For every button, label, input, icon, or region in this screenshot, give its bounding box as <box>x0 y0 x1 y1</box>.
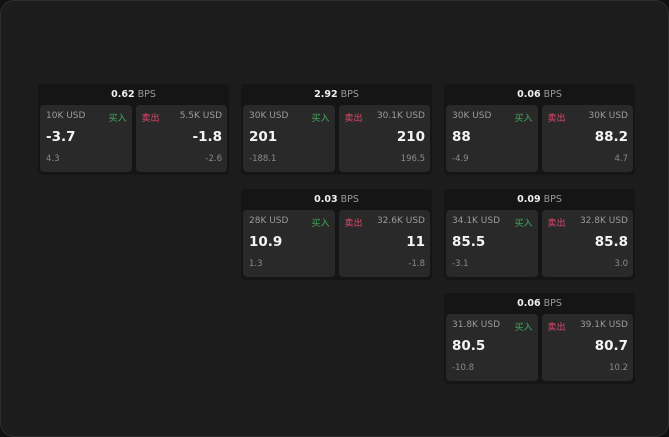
quote-card: 0.06 BPS 31.8K USD 买入 80.5 -10.8 卖出 39.1K … <box>444 293 635 384</box>
spread-header: 0.03 BPS <box>241 189 432 210</box>
buy-change: -188.1 <box>249 154 277 164</box>
buy-change: -10.8 <box>452 363 474 373</box>
buy-size: 28K USD <box>249 216 289 226</box>
sell-price: 11 <box>406 234 425 250</box>
buy-change: -3.1 <box>452 259 469 269</box>
buy-size: 10K USD <box>46 111 86 121</box>
buy-size: 30K USD <box>452 111 492 121</box>
sell-label: 卖出 <box>547 114 566 124</box>
quote-card: 0.62 BPS 10K USD 买入 -3.7 4.3 卖出 5.5K USD -… <box>38 84 229 175</box>
buy-price: 201 <box>249 129 278 145</box>
quote-card: 0.09 BPS 34.1K USD 买入 85.5 -3.1 卖出 32.8K U… <box>444 189 635 280</box>
sell-size: 30K USD <box>588 111 628 121</box>
spread-header: 0.06 BPS <box>444 84 635 105</box>
spread-value: 2.92 <box>314 89 338 100</box>
buy-price: 88 <box>452 129 471 145</box>
buy-label: 买入 <box>514 323 533 333</box>
spread-unit: BPS <box>137 89 156 100</box>
quote-card: 2.92 BPS 30K USD 买入 201 -188.1 卖出 30.1K US… <box>241 84 432 175</box>
sell-price: 85.8 <box>594 234 628 250</box>
sell-side[interactable]: 卖出 39.1K USD 80.7 10.2 <box>541 314 633 381</box>
sell-price: 80.7 <box>594 338 628 354</box>
sell-price: 88.2 <box>594 129 628 145</box>
buy-label: 买入 <box>311 219 330 229</box>
spread-header: 0.62 BPS <box>38 84 229 105</box>
spread-value: 0.09 <box>517 194 541 205</box>
spread-value: 0.62 <box>111 89 135 100</box>
sell-label: 卖出 <box>141 114 160 124</box>
buy-change: -4.9 <box>452 154 469 164</box>
sell-side[interactable]: 卖出 5.5K USD -1.8 -2.6 <box>135 105 227 172</box>
spread-unit: BPS <box>543 89 562 100</box>
buy-label: 买入 <box>311 114 330 124</box>
buy-label: 买入 <box>514 219 533 229</box>
spread-value: 0.03 <box>314 194 338 205</box>
sell-size: 5.5K USD <box>179 111 222 121</box>
buy-side[interactable]: 30K USD 买入 88 -4.9 <box>446 105 538 172</box>
quote-card: 0.03 BPS 28K USD 买入 10.9 1.3 卖出 32.6K USD … <box>241 189 432 280</box>
sell-change: 10.2 <box>609 363 628 373</box>
sell-side[interactable]: 卖出 32.6K USD 11 -1.8 <box>338 210 430 277</box>
buy-price: 10.9 <box>249 234 283 250</box>
sell-side[interactable]: 卖出 30.1K USD 210 196.5 <box>338 105 430 172</box>
spread-header: 0.09 BPS <box>444 189 635 210</box>
sell-change: -1.8 <box>408 259 425 269</box>
sell-label: 卖出 <box>344 114 363 124</box>
sell-price: 210 <box>396 129 425 145</box>
buy-side[interactable]: 28K USD 买入 10.9 1.3 <box>243 210 335 277</box>
sell-size: 30.1K USD <box>376 111 425 121</box>
buy-label: 买入 <box>514 114 533 124</box>
buy-change: 1.3 <box>249 259 263 269</box>
sell-label: 卖出 <box>344 219 363 229</box>
sell-size: 32.6K USD <box>376 216 425 226</box>
buy-price: 80.5 <box>452 338 486 354</box>
buy-size: 30K USD <box>249 111 289 121</box>
sell-label: 卖出 <box>547 323 566 333</box>
quote-card: 0.06 BPS 30K USD 买入 88 -4.9 卖出 30K USD 88.… <box>444 84 635 175</box>
spread-unit: BPS <box>340 89 359 100</box>
buy-side[interactable]: 30K USD 买入 201 -188.1 <box>243 105 335 172</box>
sell-size: 32.8K USD <box>579 216 628 226</box>
buy-side[interactable]: 10K USD 买入 -3.7 4.3 <box>40 105 132 172</box>
sell-side[interactable]: 卖出 32.8K USD 85.8 3.0 <box>541 210 633 277</box>
spread-unit: BPS <box>543 298 562 309</box>
sell-change: 196.5 <box>400 154 425 164</box>
sell-change: -2.6 <box>205 154 222 164</box>
spread-header: 2.92 BPS <box>241 84 432 105</box>
sell-change: 3.0 <box>614 259 628 269</box>
sell-price: -1.8 <box>192 129 222 145</box>
buy-side[interactable]: 34.1K USD 买入 85.5 -3.1 <box>446 210 538 277</box>
spread-header: 0.06 BPS <box>444 293 635 314</box>
sell-label: 卖出 <box>547 219 566 229</box>
buy-change: 4.3 <box>46 154 60 164</box>
sell-change: 4.7 <box>614 154 628 164</box>
spread-value: 0.06 <box>517 298 541 309</box>
buy-size: 34.1K USD <box>452 216 501 226</box>
spread-unit: BPS <box>543 194 562 205</box>
buy-size: 31.8K USD <box>452 320 501 330</box>
sell-size: 39.1K USD <box>579 320 628 330</box>
sell-side[interactable]: 卖出 30K USD 88.2 4.7 <box>541 105 633 172</box>
buy-side[interactable]: 31.8K USD 买入 80.5 -10.8 <box>446 314 538 381</box>
buy-price: -3.7 <box>46 129 76 145</box>
spread-unit: BPS <box>340 194 359 205</box>
buy-label: 买入 <box>108 114 127 124</box>
spread-value: 0.06 <box>517 89 541 100</box>
buy-price: 85.5 <box>452 234 486 250</box>
